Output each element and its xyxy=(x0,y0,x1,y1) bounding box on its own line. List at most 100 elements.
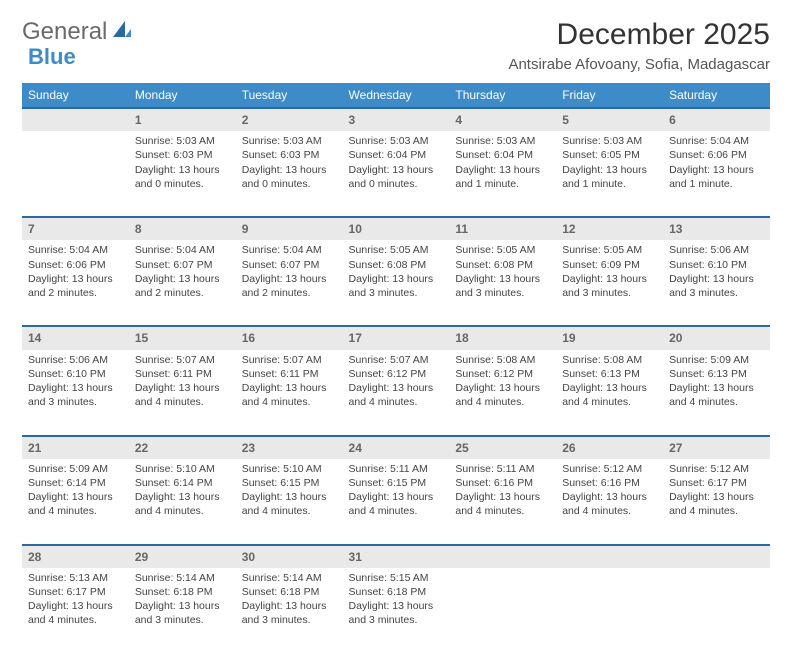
day-number: 16 xyxy=(236,327,343,349)
sunset-line: Sunset: 6:04 PM xyxy=(349,148,444,162)
day-number: 24 xyxy=(343,437,450,459)
title-block: December 2025 Antsirabe Afovoany, Sofia,… xyxy=(508,18,770,73)
day-cell: Sunrise: 5:03 AMSunset: 6:03 PMDaylight:… xyxy=(236,131,343,217)
weekday-header-row: SundayMondayTuesdayWednesdayThursdayFrid… xyxy=(22,83,770,108)
sunrise-line: Sunrise: 5:04 AM xyxy=(135,243,230,257)
day-number: 21 xyxy=(22,437,129,459)
daynum-cell: 16 xyxy=(236,326,343,349)
empty-cell xyxy=(663,568,770,654)
sunrise-line: Sunrise: 5:06 AM xyxy=(28,353,123,367)
weekday-header: Friday xyxy=(556,83,663,108)
weekday-header: Saturday xyxy=(663,83,770,108)
day-cell-body: Sunrise: 5:04 AMSunset: 6:06 PMDaylight:… xyxy=(22,240,129,306)
day-cell-body: Sunrise: 5:03 AMSunset: 6:04 PMDaylight:… xyxy=(449,131,556,197)
sunrise-line: Sunrise: 5:12 AM xyxy=(669,462,764,476)
daynum-row: 123456 xyxy=(22,108,770,131)
week-row: Sunrise: 5:03 AMSunset: 6:03 PMDaylight:… xyxy=(22,131,770,217)
day-number: 9 xyxy=(236,218,343,240)
month-title: December 2025 xyxy=(508,18,770,52)
location-text: Antsirabe Afovoany, Sofia, Madagascar xyxy=(508,56,770,73)
sunset-line: Sunset: 6:18 PM xyxy=(242,585,337,599)
day-cell: Sunrise: 5:04 AMSunset: 6:07 PMDaylight:… xyxy=(129,240,236,326)
daynum-cell: 21 xyxy=(22,436,129,459)
sunrise-line: Sunrise: 5:04 AM xyxy=(669,134,764,148)
day-cell: Sunrise: 5:09 AMSunset: 6:13 PMDaylight:… xyxy=(663,350,770,436)
day-cell-body: Sunrise: 5:03 AMSunset: 6:03 PMDaylight:… xyxy=(129,131,236,197)
day-number: 22 xyxy=(129,437,236,459)
day-number: 29 xyxy=(129,546,236,568)
day-cell-body: Sunrise: 5:14 AMSunset: 6:18 PMDaylight:… xyxy=(129,568,236,634)
day-number: 15 xyxy=(129,327,236,349)
daylight-line: Daylight: 13 hours and 3 minutes. xyxy=(135,599,230,627)
daynum-cell: 23 xyxy=(236,436,343,459)
day-cell: Sunrise: 5:15 AMSunset: 6:18 PMDaylight:… xyxy=(343,568,450,654)
day-cell: Sunrise: 5:08 AMSunset: 6:12 PMDaylight:… xyxy=(449,350,556,436)
day-number: 3 xyxy=(343,109,450,131)
day-cell-body: Sunrise: 5:13 AMSunset: 6:17 PMDaylight:… xyxy=(22,568,129,634)
sunset-line: Sunset: 6:16 PM xyxy=(562,476,657,490)
day-number: 13 xyxy=(663,218,770,240)
daynum-cell: 13 xyxy=(663,217,770,240)
day-cell: Sunrise: 5:03 AMSunset: 6:04 PMDaylight:… xyxy=(343,131,450,217)
sunset-line: Sunset: 6:13 PM xyxy=(562,367,657,381)
sunrise-line: Sunrise: 5:03 AM xyxy=(349,134,444,148)
sunset-line: Sunset: 6:03 PM xyxy=(242,148,337,162)
sunset-line: Sunset: 6:16 PM xyxy=(455,476,550,490)
daylight-line: Daylight: 13 hours and 4 minutes. xyxy=(28,490,123,518)
sunrise-line: Sunrise: 5:08 AM xyxy=(562,353,657,367)
day-cell-body: Sunrise: 5:09 AMSunset: 6:14 PMDaylight:… xyxy=(22,459,129,525)
daylight-line: Daylight: 13 hours and 3 minutes. xyxy=(242,599,337,627)
sunrise-line: Sunrise: 5:04 AM xyxy=(28,243,123,257)
daylight-line: Daylight: 13 hours and 4 minutes. xyxy=(562,490,657,518)
day-cell-body: Sunrise: 5:07 AMSunset: 6:11 PMDaylight:… xyxy=(236,350,343,416)
day-cell-body: Sunrise: 5:03 AMSunset: 6:03 PMDaylight:… xyxy=(236,131,343,197)
daynum-cell: 17 xyxy=(343,326,450,349)
sunset-line: Sunset: 6:15 PM xyxy=(242,476,337,490)
daylight-line: Daylight: 13 hours and 4 minutes. xyxy=(349,490,444,518)
sunrise-line: Sunrise: 5:15 AM xyxy=(349,571,444,585)
sunrise-line: Sunrise: 5:03 AM xyxy=(135,134,230,148)
sunset-line: Sunset: 6:14 PM xyxy=(28,476,123,490)
daynum-cell: 27 xyxy=(663,436,770,459)
sail-icon xyxy=(111,18,133,46)
daylight-line: Daylight: 13 hours and 3 minutes. xyxy=(349,599,444,627)
weekday-header: Sunday xyxy=(22,83,129,108)
day-number: 4 xyxy=(449,109,556,131)
daynum-cell: 31 xyxy=(343,545,450,568)
day-number: 26 xyxy=(556,437,663,459)
daynum-cell: 19 xyxy=(556,326,663,349)
day-cell: Sunrise: 5:13 AMSunset: 6:17 PMDaylight:… xyxy=(22,568,129,654)
daynum-cell: 2 xyxy=(236,108,343,131)
day-cell: Sunrise: 5:11 AMSunset: 6:15 PMDaylight:… xyxy=(343,459,450,545)
brand-part2: Blue xyxy=(28,44,76,70)
daylight-line: Daylight: 13 hours and 0 minutes. xyxy=(242,163,337,191)
daynum-row: 21222324252627 xyxy=(22,436,770,459)
daynum-row: 28293031 xyxy=(22,545,770,568)
sunset-line: Sunset: 6:06 PM xyxy=(28,258,123,272)
sunset-line: Sunset: 6:10 PM xyxy=(28,367,123,381)
day-cell-body: Sunrise: 5:05 AMSunset: 6:09 PMDaylight:… xyxy=(556,240,663,306)
sunrise-line: Sunrise: 5:10 AM xyxy=(242,462,337,476)
daylight-line: Daylight: 13 hours and 4 minutes. xyxy=(669,381,764,409)
sunset-line: Sunset: 6:07 PM xyxy=(242,258,337,272)
daynum-cell: 8 xyxy=(129,217,236,240)
day-cell: Sunrise: 5:12 AMSunset: 6:17 PMDaylight:… xyxy=(663,459,770,545)
daynum-cell: 1 xyxy=(129,108,236,131)
daylight-line: Daylight: 13 hours and 3 minutes. xyxy=(28,381,123,409)
daynum-cell: 25 xyxy=(449,436,556,459)
sunrise-line: Sunrise: 5:05 AM xyxy=(349,243,444,257)
week-row: Sunrise: 5:04 AMSunset: 6:06 PMDaylight:… xyxy=(22,240,770,326)
daynum-cell: 3 xyxy=(343,108,450,131)
daylight-line: Daylight: 13 hours and 3 minutes. xyxy=(455,272,550,300)
sunrise-line: Sunrise: 5:09 AM xyxy=(669,353,764,367)
daylight-line: Daylight: 13 hours and 4 minutes. xyxy=(669,490,764,518)
sunrise-line: Sunrise: 5:07 AM xyxy=(242,353,337,367)
daynum-cell: 9 xyxy=(236,217,343,240)
sunrise-line: Sunrise: 5:14 AM xyxy=(242,571,337,585)
day-number: 30 xyxy=(236,546,343,568)
sunrise-line: Sunrise: 5:03 AM xyxy=(242,134,337,148)
day-cell: Sunrise: 5:03 AMSunset: 6:03 PMDaylight:… xyxy=(129,131,236,217)
sunset-line: Sunset: 6:12 PM xyxy=(349,367,444,381)
weekday-header: Tuesday xyxy=(236,83,343,108)
sunrise-line: Sunrise: 5:08 AM xyxy=(455,353,550,367)
